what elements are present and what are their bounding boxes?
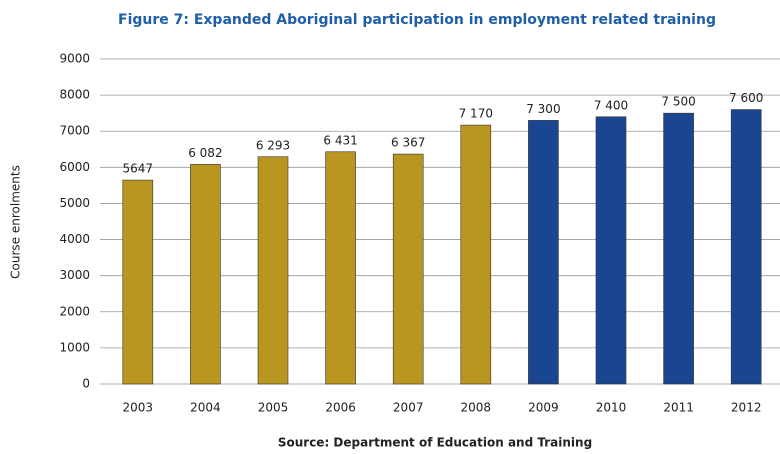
bar [190, 164, 221, 385]
bar [528, 120, 559, 385]
x-tick-label: 2010 [596, 401, 627, 415]
value-label: 7 400 [594, 98, 628, 112]
chart-title: Figure 7: Expanded Aboriginal participat… [118, 12, 716, 28]
y-tick-label: 7000 [59, 124, 90, 138]
source-note: Source: Department of Education and Trai… [278, 436, 592, 450]
bar [460, 124, 492, 385]
value-label: 7 600 [729, 91, 763, 105]
x-tick-label: 2006 [325, 401, 356, 415]
value-label: 6 367 [391, 136, 425, 150]
value-label: 7 500 [661, 95, 695, 109]
y-tick-label: 8000 [59, 88, 90, 102]
x-tick-label: 2007 [393, 401, 424, 415]
x-tick-label: 2003 [123, 401, 154, 415]
y-tick-label: 1000 [59, 340, 90, 354]
y-axis-title: Course enrolments [9, 165, 23, 279]
x-tick-label: 2004 [190, 401, 221, 415]
x-tick-label: 2009 [528, 401, 559, 415]
value-label: 7 170 [459, 107, 493, 121]
value-label: 6 082 [188, 146, 222, 160]
x-tick-label: 2012 [731, 401, 762, 415]
y-tick-label: 0 [82, 377, 90, 391]
bar [122, 179, 154, 385]
bar [663, 112, 694, 385]
y-tick-label: 2000 [59, 304, 90, 318]
bar [730, 109, 762, 385]
x-tick-label: 2008 [461, 401, 492, 415]
value-label: 6 431 [323, 133, 357, 147]
y-tick-label: 9000 [59, 52, 90, 66]
bar [392, 153, 424, 385]
bar [325, 151, 356, 385]
value-label: 6 293 [256, 138, 290, 152]
y-tick-label: 5000 [59, 196, 90, 210]
y-tick-label: 6000 [59, 160, 90, 174]
y-tick-label: 4000 [59, 232, 90, 246]
x-tick-label: 2011 [663, 401, 694, 415]
value-label: 7 300 [526, 102, 560, 116]
y-tick-label: 3000 [59, 268, 90, 282]
bar [257, 156, 289, 385]
x-tick-label: 2005 [258, 401, 289, 415]
value-label: 5647 [123, 162, 154, 176]
bar [595, 116, 627, 385]
